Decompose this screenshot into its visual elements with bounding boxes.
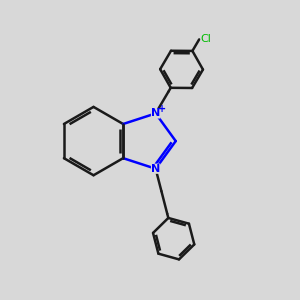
Text: N: N	[151, 108, 160, 118]
Text: Cl: Cl	[201, 34, 212, 44]
Text: N: N	[151, 164, 160, 174]
Text: +: +	[158, 104, 166, 114]
